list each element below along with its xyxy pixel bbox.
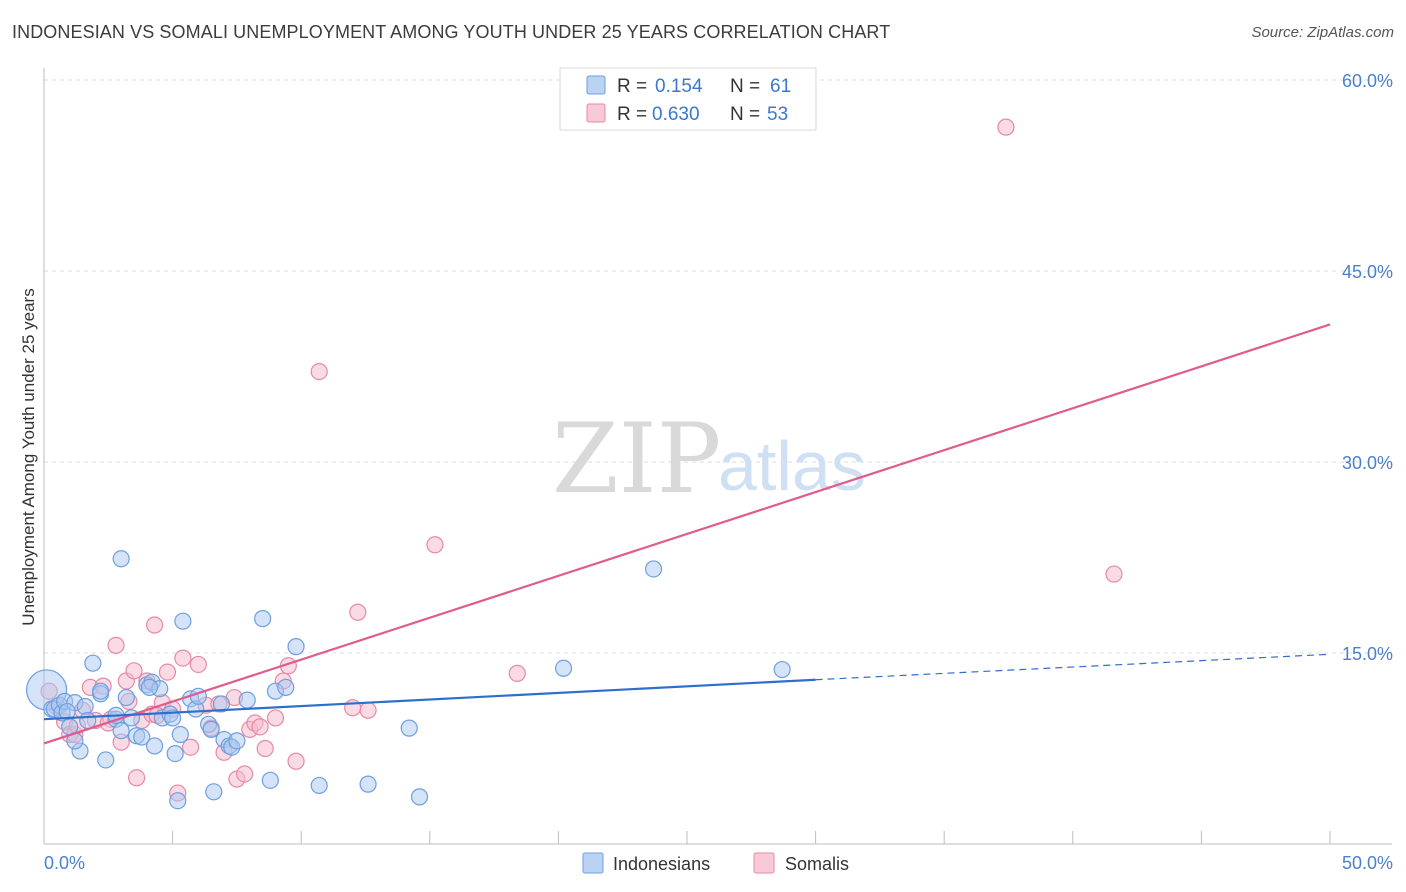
indonesian-point <box>287 638 305 656</box>
chart-title: INDONESIAN VS SOMALI UNEMPLOYMENT AMONG … <box>12 22 891 42</box>
axes <box>43 68 1392 845</box>
indonesian-point <box>202 720 220 739</box>
legend-swatch-somalis <box>586 103 606 123</box>
somali-trend-line <box>43 323 1331 745</box>
series-legend: Indonesians Somalis <box>582 852 849 874</box>
somali-point <box>256 739 274 758</box>
y-tick-label: 60.0% <box>1342 71 1393 91</box>
watermark: ZIP atlas <box>552 403 866 515</box>
indonesian-point <box>58 702 76 721</box>
indonesian-point <box>97 751 115 769</box>
somali-point <box>426 536 444 554</box>
source-credit: Source: ZipAtlas.com <box>1251 24 1394 41</box>
legend-n-label-indonesians: N = <box>730 76 760 97</box>
somali-point <box>251 718 269 736</box>
somali-point <box>107 636 125 654</box>
indonesian-point <box>84 654 102 672</box>
somali-point <box>174 649 192 667</box>
indonesian-point <box>644 560 663 578</box>
somali-point <box>310 362 328 381</box>
watermark-zip: ZIP <box>552 403 721 515</box>
indonesian-point <box>171 725 189 744</box>
y-tick-label: 15.0% <box>1342 644 1393 664</box>
somali-point <box>236 765 254 783</box>
indonesian-points <box>25 550 791 810</box>
x-tick-labels: 0.0% 50.0% <box>44 853 1393 873</box>
indonesian-point <box>400 719 418 737</box>
x-tick-label-min: 0.0% <box>44 853 85 873</box>
bottom-legend-swatch-somalis <box>753 852 775 874</box>
y-tick-labels: 15.0% 30.0% 45.0% 60.0% <box>1342 71 1393 664</box>
indonesian-point <box>359 775 377 793</box>
indonesian-point <box>238 691 256 709</box>
legend-n-value-somalis: 53 <box>767 104 788 125</box>
indonesian-point <box>205 783 223 801</box>
indonesian-point <box>261 771 279 789</box>
indonesian-point <box>166 744 184 763</box>
indonesian-point <box>145 737 164 755</box>
legend-n-value-indonesians: 61 <box>770 76 791 97</box>
y-axis-label: Unemployment Among Youth under 25 years <box>19 288 38 625</box>
indonesian-point <box>91 682 110 700</box>
x-tick-label-max: 50.0% <box>1342 853 1393 873</box>
somali-point <box>189 655 207 674</box>
somali-point <box>349 603 367 621</box>
somali-point <box>266 709 285 727</box>
legend-r-value-somalis: 0.630 <box>652 104 700 125</box>
indonesian-point <box>79 711 97 730</box>
somali-point <box>182 738 200 756</box>
indonesian-point <box>117 688 135 707</box>
gridlines <box>44 79 1392 654</box>
legend-r-label-indonesians: R = <box>617 76 647 97</box>
correlation-legend: R = 0.154 N = 61 R = 0.630 N = 53 <box>559 67 817 131</box>
indonesian-point <box>228 732 246 750</box>
legend-r-value-indonesians: 0.154 <box>655 76 703 97</box>
legend-n-label-somalis: N = <box>730 104 760 125</box>
indonesian-point <box>140 678 159 696</box>
legend-swatch-indonesians <box>586 75 606 95</box>
trend-lines <box>43 323 1331 745</box>
indonesian-trend-extension <box>815 653 1331 681</box>
indonesian-point <box>169 792 187 810</box>
indonesian-point <box>254 610 272 628</box>
indonesian-trend-line <box>43 678 816 721</box>
indonesian-point <box>310 776 328 795</box>
somali-point <box>127 769 146 787</box>
bottom-legend-indonesians: Indonesians <box>613 854 710 874</box>
indonesian-point <box>174 612 192 630</box>
somali-point <box>287 752 305 770</box>
indonesian-point <box>133 728 151 746</box>
indonesian-point <box>277 678 295 696</box>
y-tick-label: 30.0% <box>1342 453 1393 473</box>
indonesian-point <box>112 722 130 740</box>
somali-point <box>158 663 177 681</box>
bottom-legend-somalis: Somalis <box>785 854 849 874</box>
somali-point <box>145 616 164 634</box>
indonesian-point <box>76 697 94 716</box>
watermark-atlas: atlas <box>718 427 866 505</box>
bottom-legend-swatch-indonesians <box>582 852 604 874</box>
indonesian-point <box>410 788 429 806</box>
indonesian-point <box>554 659 573 677</box>
somali-point <box>1105 565 1123 583</box>
legend-r-label-somalis: R = <box>617 104 647 125</box>
somali-point <box>359 701 377 719</box>
indonesian-point <box>212 695 231 713</box>
somali-point <box>125 662 143 680</box>
y-tick-label: 45.0% <box>1342 262 1393 282</box>
somali-point <box>997 118 1015 136</box>
indonesian-point <box>112 550 130 568</box>
indonesian-point <box>773 660 791 679</box>
somali-point <box>508 664 526 682</box>
